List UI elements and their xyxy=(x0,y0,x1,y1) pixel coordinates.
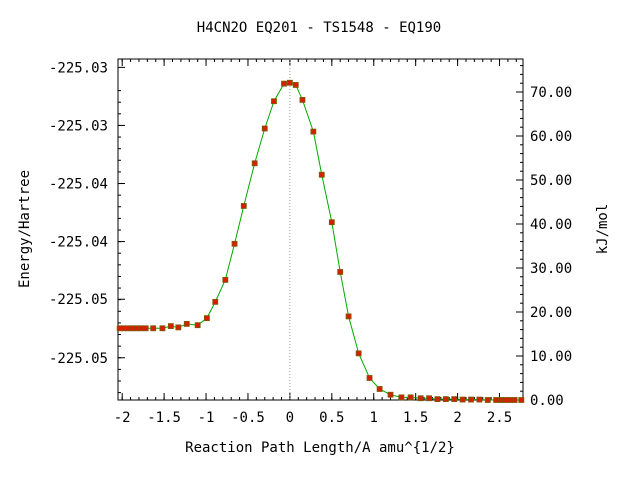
x-tick-label: 0.5 xyxy=(319,410,344,426)
x-tick-label: 0 xyxy=(286,410,294,426)
y-left-tick-label: -225.05 xyxy=(49,351,108,367)
data-point xyxy=(142,325,149,332)
x-tick-label: -1.5 xyxy=(147,410,181,426)
y-axis-label-right: kJ/mol xyxy=(595,204,611,255)
data-point xyxy=(442,396,449,403)
data-point xyxy=(299,97,306,103)
data-point xyxy=(194,322,201,329)
data-point xyxy=(183,320,190,327)
data-point xyxy=(240,203,247,209)
data-point xyxy=(511,397,518,403)
data-point xyxy=(345,313,352,320)
y-left-tick-label: -225.04 xyxy=(49,235,108,251)
data-point xyxy=(251,160,258,167)
data-point xyxy=(310,128,317,135)
data-point xyxy=(292,82,299,88)
data-point xyxy=(150,325,157,332)
data-point xyxy=(355,350,362,357)
y-right-tick-label: 0.00 xyxy=(530,393,564,409)
data-point xyxy=(281,80,287,87)
x-tick-label: -1 xyxy=(198,410,215,426)
data-point xyxy=(484,397,491,403)
data-point xyxy=(318,171,325,178)
data-point xyxy=(459,396,466,403)
data-point xyxy=(468,396,474,403)
x-tick-label: 2 xyxy=(453,410,461,426)
data-point xyxy=(231,240,238,247)
x-tick-label: 1.5 xyxy=(403,410,428,426)
data-point xyxy=(434,396,441,403)
data-point xyxy=(407,394,414,401)
x-tick-label: 2.5 xyxy=(487,410,512,426)
data-point xyxy=(222,276,229,283)
data-point xyxy=(398,394,405,401)
y-left-tick-label: -225.05 xyxy=(49,292,108,308)
data-point xyxy=(493,397,500,403)
data-point xyxy=(203,315,210,322)
data-point xyxy=(518,397,525,403)
y-right-tick-label: 30.00 xyxy=(530,261,572,277)
data-point xyxy=(167,323,174,329)
data-point xyxy=(212,298,219,305)
chart-title: H4CN2O EQ201 - TS1548 - EQ190 xyxy=(197,20,441,36)
data-point xyxy=(261,125,268,132)
data-point xyxy=(417,395,424,402)
y-right-tick-label: 70.00 xyxy=(530,85,572,101)
data-point xyxy=(451,396,458,403)
data-point xyxy=(271,98,277,105)
x-tick-label: 1 xyxy=(370,410,378,426)
y-right-tick-label: 10.00 xyxy=(530,349,572,365)
x-axis-label: Reaction Path Length/A amu^{1/2} xyxy=(185,440,455,456)
data-point xyxy=(502,397,509,403)
y-left-tick-label: -225.04 xyxy=(49,177,108,193)
data-point xyxy=(137,325,144,332)
data-point xyxy=(426,395,432,402)
data-point xyxy=(387,391,394,398)
data-point xyxy=(286,79,293,86)
y-axis-label-left: Energy/Hartree xyxy=(17,170,33,288)
y-right-tick-label: 40.00 xyxy=(530,217,572,233)
data-point xyxy=(476,396,483,403)
x-tick-label: -2 xyxy=(114,410,131,426)
data-point xyxy=(159,325,166,332)
y-left-tick-label: -225.03 xyxy=(49,60,108,76)
data-point xyxy=(175,324,182,331)
energy-curve xyxy=(119,82,522,401)
data-point xyxy=(328,219,335,226)
data-point xyxy=(366,375,373,381)
y-left-tick-label: -225.03 xyxy=(49,118,108,134)
plot-frame xyxy=(117,58,524,401)
x-tick-label: -0.5 xyxy=(231,410,265,426)
y-right-tick-label: 20.00 xyxy=(530,305,572,321)
data-point xyxy=(376,386,383,392)
y-right-tick-label: 60.00 xyxy=(530,129,572,145)
data-point xyxy=(337,269,344,275)
y-right-tick-label: 50.00 xyxy=(530,173,572,189)
